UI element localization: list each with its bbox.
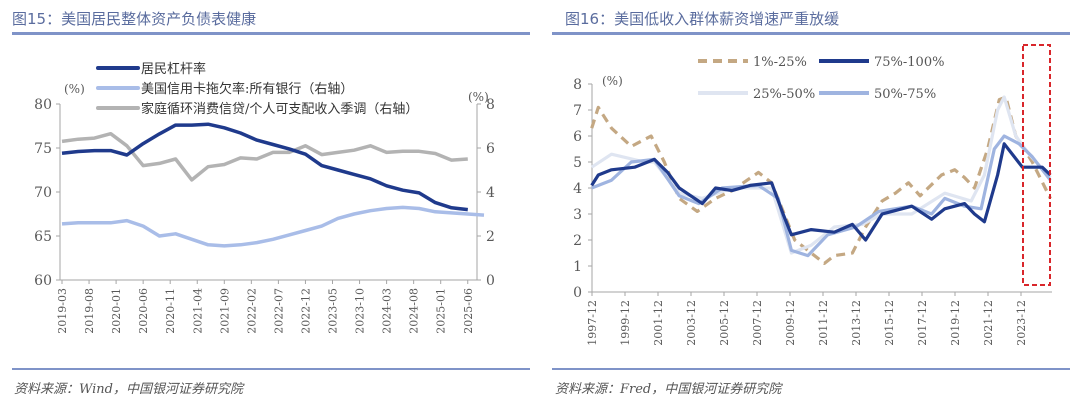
- legend-label-0: 居民杠杆率: [141, 61, 206, 77]
- x-tick-label: 2020-11: [164, 288, 177, 334]
- source-divider-right: [552, 368, 1070, 370]
- x-tick-label: 2024-03: [381, 288, 394, 334]
- series-line-1: [590, 142, 1052, 242]
- x-tick-label: 2024-08: [408, 288, 421, 334]
- source-note-right: 资料来源：Fred，中国银河证券研究院: [555, 382, 782, 397]
- right-y-tick-label: 0: [486, 273, 495, 289]
- series-line-2: [61, 131, 468, 182]
- left-y-tick-label: 60: [34, 273, 52, 289]
- left-y-tick-label: 80: [34, 97, 52, 113]
- x-tick-label: 2019-03: [56, 288, 69, 334]
- right-unit-label: (%): [468, 90, 489, 104]
- x-tick-label: 2023-10: [354, 288, 367, 334]
- x-tick-label: 2021-09: [218, 288, 231, 334]
- left-unit-label: (%): [64, 82, 85, 96]
- left-y-tick-label: 70: [34, 185, 52, 201]
- right-y-tick-label: 4: [486, 185, 495, 201]
- x-tick-label: 2022-12: [299, 288, 312, 334]
- x-tick-label: 2007-12: [751, 300, 764, 346]
- legend-label-3: 50%-75%: [874, 87, 936, 102]
- right-y-tick-label: 8: [486, 97, 495, 113]
- x-tick-label: 2001-12: [652, 300, 665, 346]
- x-tick-label: 1999-12: [619, 300, 632, 346]
- x-tick-label: 2019-12: [949, 300, 962, 346]
- x-tick-label: 2021-04: [191, 288, 204, 334]
- series-line-1: [61, 205, 485, 248]
- left-y-tick-label: 75: [34, 141, 52, 157]
- x-tick-label: 1997-12: [586, 300, 599, 346]
- x-tick-label: 2019-08: [83, 288, 96, 334]
- right-y-tick-label: 6: [486, 141, 495, 157]
- x-tick-label: 2025-01: [435, 288, 448, 334]
- y-tick-label: 5: [573, 155, 582, 171]
- unit-label: (%): [602, 74, 623, 88]
- y-tick-label: 7: [573, 103, 582, 119]
- legend-label-2: 25%-50%: [753, 87, 815, 102]
- y-tick-label: 2: [573, 233, 582, 249]
- legend-label-1: 美国信用卡拖欠率:所有银行（右轴）: [141, 81, 353, 97]
- x-tick-label: 2011-12: [817, 300, 830, 346]
- x-tick-label: 2020-01: [110, 288, 123, 334]
- y-tick-label: 8: [573, 77, 582, 93]
- x-tick-label: 2021-12: [982, 300, 995, 346]
- y-tick-label: 1: [573, 259, 582, 275]
- x-tick-label: 2022-02: [245, 288, 258, 334]
- x-tick-label: 2023-05: [327, 288, 340, 334]
- title-divider-right: [552, 32, 1070, 35]
- series-line-0: [590, 95, 1052, 265]
- legend-label-1: 75%-100%: [874, 55, 944, 70]
- figure-15-title: 图15：美国居民整体资产负债表健康: [12, 10, 257, 28]
- highlight-box: [1022, 44, 1051, 286]
- left-y-tick-label: 65: [34, 229, 52, 245]
- legend-label-0: 1%-25%: [753, 55, 807, 70]
- figure-16-title: 图16：美国低收入群体薪资增速严重放缓: [565, 10, 840, 28]
- right-y-tick-label: 2: [486, 229, 495, 245]
- x-tick-label: 2003-12: [685, 300, 698, 346]
- x-tick-label: 2017-12: [916, 300, 929, 346]
- title-divider-left: [12, 32, 530, 35]
- x-tick-label: 2005-12: [718, 300, 731, 346]
- y-tick-label: 0: [573, 285, 582, 301]
- x-tick-label: 2022-07: [272, 288, 285, 334]
- y-tick-label: 3: [573, 207, 582, 223]
- y-tick-label: 4: [573, 181, 582, 197]
- series-line-0: [61, 122, 468, 212]
- x-tick-label: 2009-12: [784, 300, 797, 346]
- legend-label-2: 家庭循环消费信贷/个人可支配收入季调（右轴）: [141, 101, 418, 117]
- y-tick-label: 6: [573, 129, 582, 145]
- x-tick-label: 2025-06: [462, 288, 475, 334]
- series-line-3: [591, 134, 1052, 258]
- x-tick-label: 2023-12: [1015, 300, 1028, 346]
- x-tick-label: 2020-06: [137, 288, 150, 334]
- x-tick-label: 2013-12: [850, 300, 863, 346]
- source-divider-left: [12, 368, 530, 370]
- x-tick-label: 2015-12: [883, 300, 896, 346]
- source-note-left: 资料来源：Wind，中国银河证券研究院: [14, 382, 243, 397]
